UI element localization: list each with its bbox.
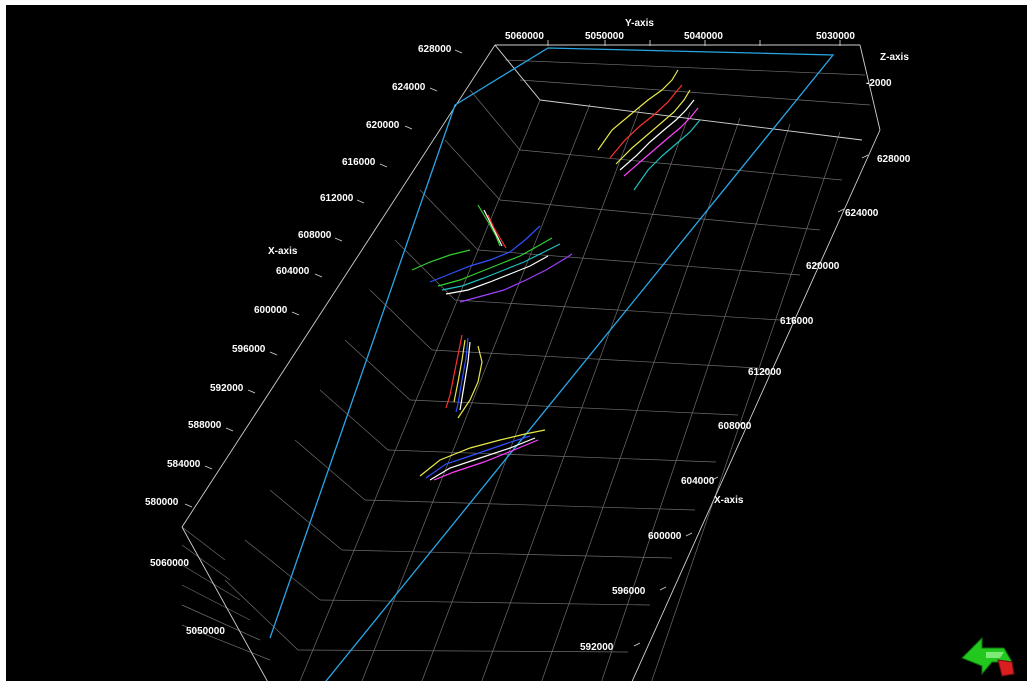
- orientation-arrow-icon[interactable]: [956, 634, 1016, 680]
- x-tick-label: 608000: [298, 230, 332, 241]
- x-axis-right-labels: 628000 624000 620000 616000 612000 60800…: [580, 154, 911, 653]
- well-cluster-north: [597, 69, 701, 191]
- y-tick-label: 5050000: [585, 31, 624, 42]
- x-tick-label: 612000: [748, 367, 782, 378]
- z-axis-title: Z-axis: [880, 52, 909, 63]
- floor-grid: [297, 99, 863, 681]
- x-axis-right-title: X-axis: [714, 495, 744, 506]
- x-tick-label: 624000: [845, 208, 879, 219]
- x-tick-label: 608000: [718, 421, 752, 432]
- 3d-viewport[interactable]: 628000 624000 620000 616000 612000 60800…: [6, 5, 1027, 681]
- x-tick-label: 624000: [392, 82, 426, 93]
- well-cluster-central: [411, 204, 573, 303]
- y-axis-lower-labels: 5060000 5050000: [150, 558, 225, 637]
- y-tick-label: 5060000: [150, 558, 189, 569]
- x-axis-left-labels: 628000 624000 620000 616000 612000 60800…: [145, 44, 452, 508]
- y-axis-labels: Y-axis 5060000 5050000 5040000 5030000: [505, 18, 855, 42]
- 3d-scene[interactable]: 628000 624000 620000 616000 612000 60800…: [6, 5, 1027, 681]
- well-cluster-south: [445, 334, 483, 419]
- left-axis-ticks: [184, 49, 463, 508]
- top-axis-ticks: [547, 40, 841, 46]
- x-tick-label: 596000: [612, 586, 646, 597]
- x-tick-label: 616000: [342, 157, 376, 168]
- y-axis-title: Y-axis: [625, 18, 654, 29]
- bounding-box-frame: [181, 44, 881, 681]
- right-axis-ticks: [633, 154, 869, 647]
- well-cluster-southwest: [419, 429, 546, 481]
- x-tick-label: 612000: [320, 193, 354, 204]
- x-tick-label: 600000: [254, 305, 288, 316]
- x-tick-label: 588000: [188, 420, 222, 431]
- x-tick-label: 620000: [366, 120, 400, 131]
- x-tick-label: 580000: [145, 497, 179, 508]
- y-tick-label: 5030000: [816, 31, 855, 42]
- x-tick-label: 628000: [418, 44, 452, 55]
- x-tick-label: 592000: [210, 383, 244, 394]
- x-tick-label: 596000: [232, 344, 266, 355]
- x-axis-left-title: X-axis: [268, 246, 298, 257]
- y-tick-label: 5050000: [186, 626, 225, 637]
- x-tick-label: 584000: [167, 459, 201, 470]
- x-tick-label: 628000: [877, 154, 911, 165]
- y-tick-label: 5040000: [684, 31, 723, 42]
- x-tick-label: 604000: [681, 476, 715, 487]
- x-tick-label: 604000: [276, 266, 310, 277]
- x-tick-label: 600000: [648, 531, 682, 542]
- z-axis-labels: Z-axis -2000: [866, 52, 909, 89]
- y-tick-label: 5060000: [505, 31, 544, 42]
- z-tick-label: -2000: [866, 78, 892, 89]
- x-tick-label: 616000: [780, 316, 814, 327]
- x-tick-label: 592000: [580, 642, 614, 653]
- survey-outline: [269, 47, 835, 681]
- x-tick-label: 620000: [806, 261, 840, 272]
